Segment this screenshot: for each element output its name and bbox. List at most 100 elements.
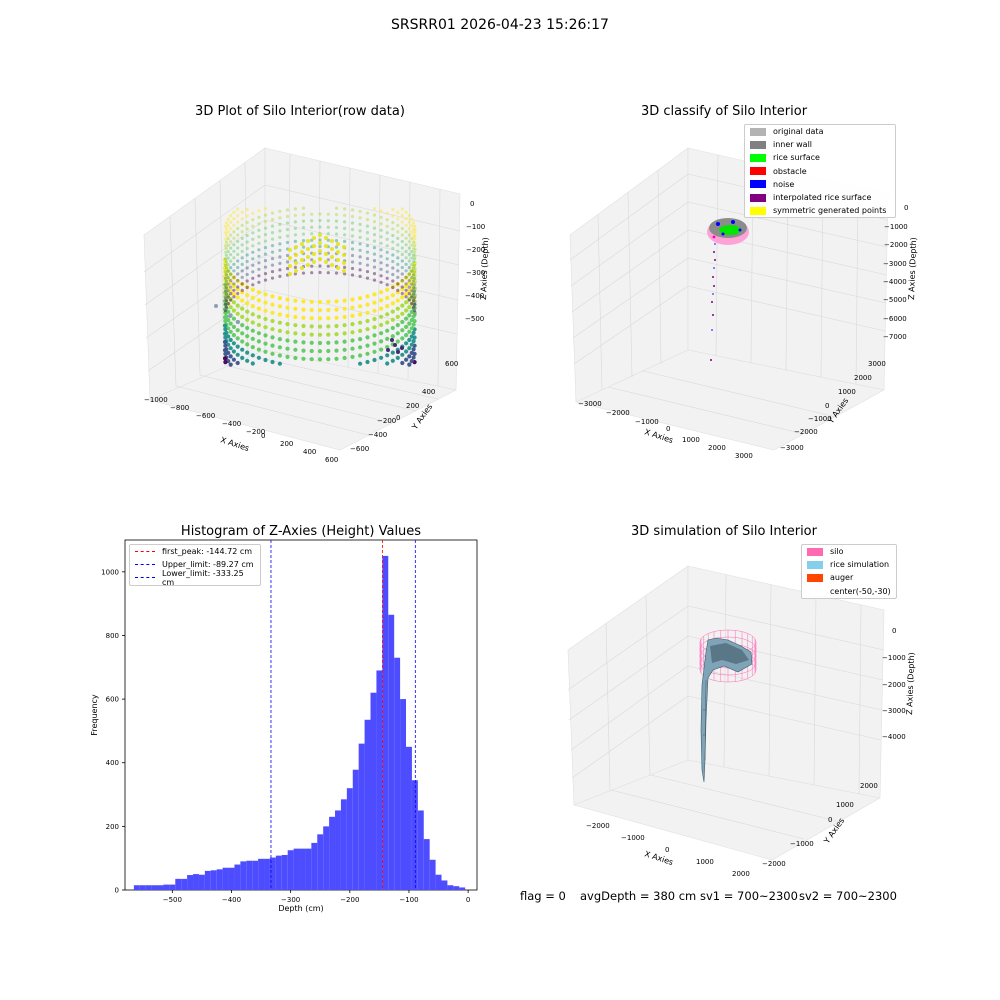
raw3d-point — [224, 292, 228, 296]
raw3d-point — [223, 296, 227, 300]
histogram-xtick-label: −200 — [340, 896, 359, 904]
raw3d-point — [342, 355, 347, 361]
raw3d-point — [250, 312, 255, 317]
raw3d-point — [412, 292, 416, 296]
raw3d-point — [318, 264, 322, 268]
raw3d-point — [256, 306, 261, 311]
raw3d-point — [245, 272, 249, 277]
raw3d-point — [285, 240, 290, 245]
raw3d-point — [350, 221, 355, 225]
raw3d-point — [278, 268, 282, 272]
raw3d-point — [301, 315, 306, 320]
raw3d-point — [326, 258, 330, 262]
raw3d-point — [407, 272, 412, 277]
raw3d-point — [404, 308, 409, 313]
raw3d-point — [379, 209, 383, 213]
raw3d-point — [350, 234, 355, 238]
classify3d-ztick: −7000 — [883, 333, 907, 341]
raw3d-point — [263, 325, 268, 330]
raw3d-point — [404, 292, 409, 297]
histogram-bar — [139, 885, 146, 890]
raw3d-point — [342, 331, 347, 336]
simulation3d-rice-surface — [700, 637, 753, 783]
raw3d-point — [293, 306, 298, 311]
raw3d-point — [379, 228, 383, 232]
raw3d-point — [228, 337, 233, 343]
raw3d-point — [396, 223, 400, 227]
raw3d-point — [350, 330, 355, 335]
classify3d-title: 3D classify of Silo Interior — [640, 104, 808, 119]
raw3d-point — [410, 289, 414, 293]
raw3d-point — [365, 294, 370, 299]
raw3d-point — [379, 306, 384, 311]
raw3d-point — [222, 282, 228, 287]
raw3d-point — [223, 294, 228, 299]
raw3d-point — [263, 239, 268, 243]
raw3d-point — [385, 257, 389, 261]
classify3d-tail-point — [713, 251, 715, 253]
raw3d-point — [236, 246, 240, 250]
raw3d-point — [404, 275, 408, 279]
histogram-bar — [400, 699, 407, 890]
raw3d-point — [245, 309, 250, 314]
raw3d-point — [235, 303, 240, 308]
figure-suptitle: SRSRR01 2026-04-23 15:26:17 — [391, 17, 609, 33]
raw3d-point — [231, 316, 236, 321]
raw3d-point — [270, 351, 275, 356]
raw3d-point — [229, 285, 233, 289]
legend-label: rice simulation — [830, 560, 890, 570]
histogram-bar — [459, 887, 466, 890]
legend-item-rice-simulation: rice simulation — [802, 558, 896, 571]
raw3d-point — [396, 288, 400, 292]
histogram-title: Histogram of Z-Axies (Height) Values — [180, 524, 422, 539]
raw3d-point — [391, 214, 395, 218]
raw3d-point — [300, 258, 304, 262]
classify3d-ztick: −2000 — [884, 241, 908, 249]
raw3d-point — [285, 234, 290, 238]
raw3d-point — [372, 233, 377, 237]
raw3d-point — [404, 349, 409, 354]
raw3d-point — [412, 247, 416, 251]
raw3d-point — [410, 282, 414, 286]
raw3d-point — [245, 266, 249, 270]
raw3d-point — [404, 357, 409, 362]
raw3d-point — [240, 249, 244, 253]
raw3d-point — [318, 218, 322, 223]
raw3d-point — [391, 285, 395, 290]
raw3d-point — [293, 339, 298, 344]
raw3d-point — [413, 254, 417, 258]
raw3d-point — [372, 278, 377, 282]
histogram-bars — [133, 555, 466, 890]
raw3d-point — [256, 347, 261, 352]
raw3d-point — [236, 220, 240, 224]
simulation3d-xtick: −1000 — [621, 834, 645, 842]
raw3d-point — [270, 224, 275, 228]
raw3d-point — [358, 216, 362, 220]
raw3d-ytick: 600 — [445, 360, 458, 368]
raw3d-point — [326, 332, 331, 337]
raw3d-point — [385, 361, 390, 366]
raw3d-point — [413, 283, 417, 287]
raw3d-point — [236, 259, 240, 263]
histogram-plot: −500 −400 −300 −200 −100 0 02004006008001000 … — [90, 539, 478, 913]
raw3d-point — [350, 313, 355, 318]
raw3d-point — [350, 354, 355, 359]
raw3d-point — [372, 308, 377, 313]
raw3d-xtick: 400 — [303, 448, 316, 456]
raw3d-point — [245, 350, 250, 355]
raw3d-point — [288, 256, 292, 260]
legend-item-auger: auger — [802, 571, 896, 584]
histogram-bar — [222, 867, 229, 890]
raw3d-point — [393, 343, 397, 347]
raw3d-point — [385, 320, 390, 325]
raw3d-point — [300, 242, 304, 246]
legend-label: silo — [830, 547, 844, 557]
raw3d-point — [336, 266, 340, 270]
legend-label: center(-50,-30) — [830, 586, 891, 596]
raw3d-point — [400, 291, 404, 296]
raw3d-ztick: −400 — [465, 292, 484, 300]
histogram-bar — [388, 614, 395, 890]
raw3d-ytick: −200 — [377, 417, 396, 425]
raw3d-point — [251, 211, 255, 215]
raw3d-point — [223, 289, 227, 293]
